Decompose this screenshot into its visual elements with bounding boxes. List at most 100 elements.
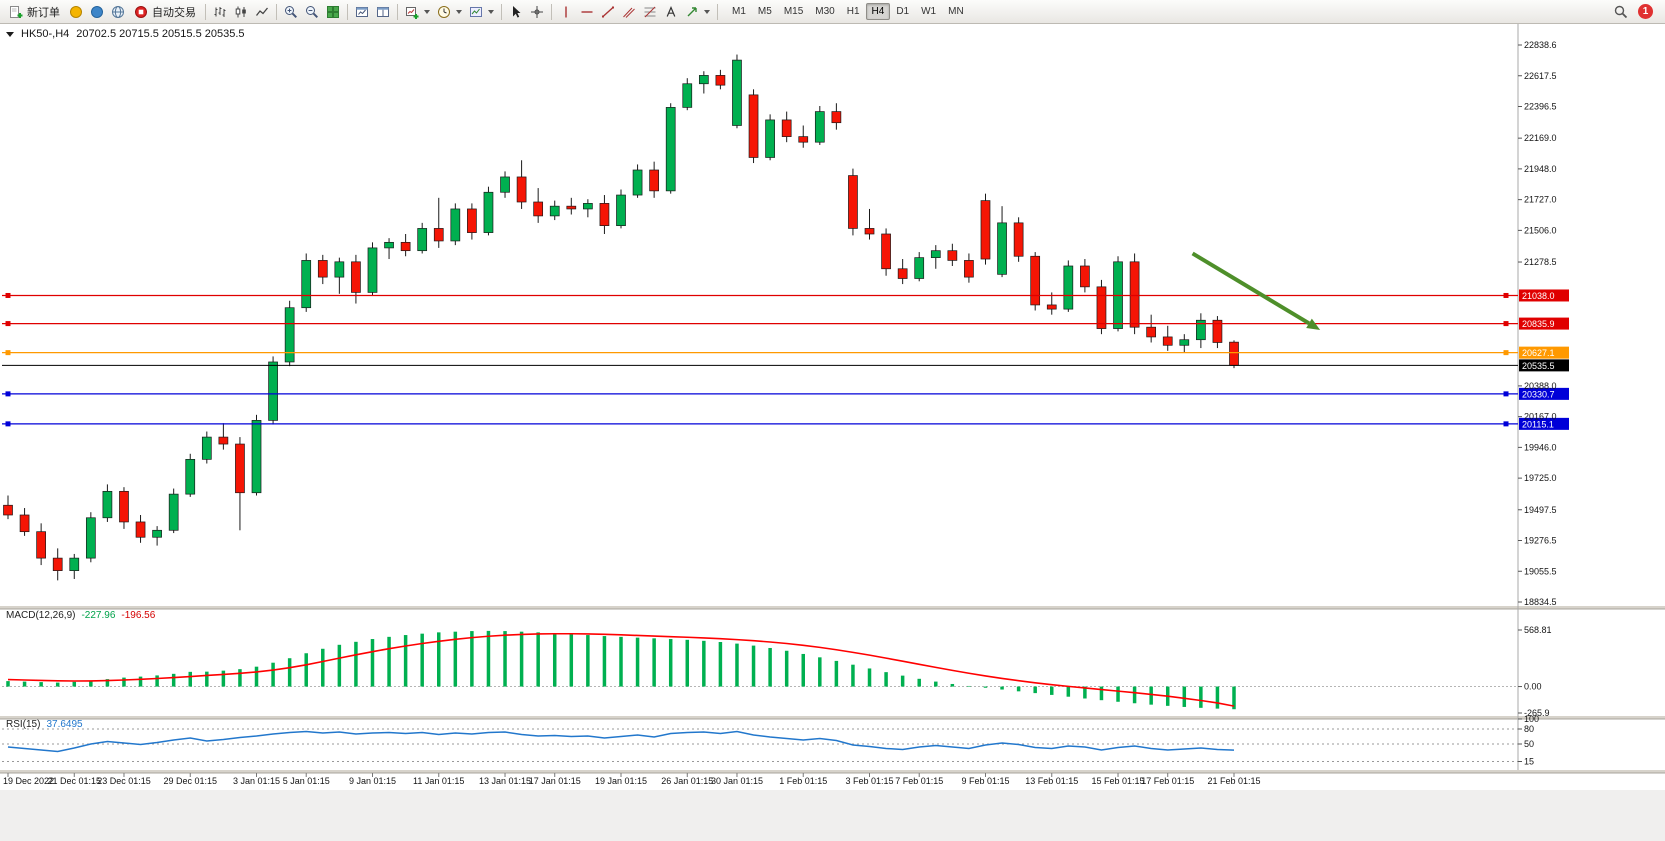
candle-body-bear [1162, 336, 1173, 346]
line-handle[interactable] [5, 421, 11, 427]
trend-arrow-line[interactable] [1191, 251, 1311, 326]
line-handle[interactable] [1503, 292, 1509, 298]
metaeditor-button[interactable] [66, 2, 86, 22]
templates-button[interactable] [466, 2, 497, 22]
line-chart-button[interactable] [252, 2, 272, 22]
one-click-trading-toggle-icon[interactable] [6, 31, 14, 37]
price-tick-label: 18834.5 [1524, 597, 1557, 607]
new-chart-icon [406, 6, 419, 19]
timeframe-button-mn[interactable]: MN [948, 6, 964, 17]
line-handle[interactable] [5, 391, 11, 397]
price-tag [1519, 387, 1569, 400]
horizontal-line-button[interactable] [577, 2, 597, 22]
chart-window-icon-1 [356, 6, 368, 17]
cursor-icon [513, 5, 521, 18]
trend-arrow-head[interactable] [1306, 318, 1321, 330]
candle-body-bull [69, 557, 80, 571]
new-chart-button[interactable] [402, 2, 433, 22]
candle-body-bear [351, 261, 361, 293]
line-handle[interactable] [5, 321, 11, 327]
time-axis-label: 3 Feb 01:15 [845, 776, 893, 786]
dropdown-caret-icon [456, 9, 462, 14]
new-order-button[interactable]: 新订单 [4, 2, 65, 22]
vertical-line-button[interactable] [556, 2, 576, 22]
time-axis-label: 13 Feb 01:15 [1025, 776, 1078, 786]
candle-body-bull [814, 111, 825, 143]
trendline-button[interactable] [598, 2, 618, 22]
line-handle[interactable] [1503, 421, 1509, 427]
crosshair-button[interactable] [527, 2, 547, 22]
candle-body-bear [831, 111, 842, 124]
globe-icon [112, 5, 124, 18]
candle-body-bear [218, 436, 229, 445]
time-axis-label: 9 Feb 01:15 [961, 776, 1009, 786]
line-handle[interactable] [1503, 350, 1509, 356]
timeframe-button-m30[interactable]: M30 [815, 6, 835, 17]
candle-body-bear [467, 208, 477, 233]
candle-body-bull [997, 222, 1007, 275]
metaeditor-icon [70, 5, 82, 18]
candle-body-bull [1179, 339, 1190, 346]
candle-body-bull [549, 205, 560, 217]
tile-windows-button[interactable] [323, 2, 343, 22]
timeframe-button-w1[interactable]: W1 [921, 6, 937, 17]
candle-body-bull [483, 191, 494, 233]
zoom-out-button[interactable] [302, 2, 322, 22]
price-tag [1519, 346, 1569, 359]
time-axis-label: 9 Jan 01:15 [349, 776, 396, 786]
text-tool-button[interactable] [661, 2, 681, 22]
candle-body-bull [450, 208, 461, 242]
candle-body-bull [201, 436, 212, 460]
timeframe-button-m1[interactable]: M1 [732, 6, 746, 17]
timeframe-button-m5[interactable]: M5 [757, 6, 772, 17]
fibonacci-button[interactable] [640, 2, 660, 22]
price-tick-label: 22396.5 [1524, 101, 1557, 111]
candle-body-bull [284, 307, 295, 363]
time-axis-label: 15 Feb 01:15 [1092, 776, 1145, 786]
macd-signal-value: -196.56 [121, 610, 156, 621]
timeframe-button-h4[interactable]: H4 [865, 3, 891, 20]
community-button[interactable] [87, 2, 107, 22]
cursor-button[interactable] [506, 2, 526, 22]
time-axis-label: 19 Jan 01:15 [595, 776, 647, 786]
bar-chart-button[interactable] [210, 2, 230, 22]
line-handle[interactable] [1503, 391, 1509, 397]
time-axis-label: 5 Jan 01:15 [283, 776, 330, 786]
search-button[interactable] [1611, 2, 1631, 22]
equidistant-channel-button[interactable] [619, 2, 639, 22]
chart-window-button-1[interactable] [352, 2, 372, 22]
web-terminal-button[interactable] [108, 2, 128, 22]
line-handle[interactable] [1503, 321, 1509, 327]
candle-body-bear [19, 514, 30, 533]
timeframe-button-d1[interactable]: D1 [896, 6, 910, 17]
macd-indicator-name: MACD(12,26,9) [6, 610, 76, 621]
arrows-tool-button[interactable] [682, 2, 713, 22]
chart-title-row: HK50-,H4 20702.5 20715.5 20515.5 20535.5 [6, 28, 245, 40]
main-toolbar: 新订单 自动交易 [0, 0, 1665, 24]
candle-body-bear [1146, 326, 1157, 338]
panel-separator[interactable] [0, 606, 1665, 609]
panel-separator[interactable] [0, 770, 1665, 773]
arrows-tool-icon [687, 6, 697, 16]
timeframe-button-h1[interactable]: H1 [846, 6, 860, 17]
notification-badge[interactable]: 1 [1638, 4, 1653, 19]
line-handle[interactable] [5, 292, 11, 298]
price-tick-label: 19725.0 [1524, 473, 1557, 483]
zoom-in-button[interactable] [281, 2, 301, 22]
periodicity-button[interactable] [434, 2, 465, 22]
toolbar-separator [501, 3, 502, 20]
auto-trading-button[interactable]: 自动交易 [129, 2, 201, 22]
macd-label-row: MACD(12,26,9) -227.96 -196.56 [6, 610, 155, 621]
candle-body-bear [980, 200, 991, 260]
candlestick-chart-button[interactable] [231, 2, 251, 22]
candle-body-bear [1229, 341, 1239, 366]
panel-separator[interactable] [0, 716, 1665, 719]
timeframe-button-m15[interactable]: M15 [783, 6, 804, 17]
bar-chart-icon [214, 6, 226, 17]
candle-body-bull [152, 529, 162, 538]
candle-body-bear [52, 557, 63, 571]
chart-window-button-2[interactable] [373, 2, 393, 22]
candle-body-bear [798, 136, 809, 143]
line-handle[interactable] [5, 350, 11, 356]
